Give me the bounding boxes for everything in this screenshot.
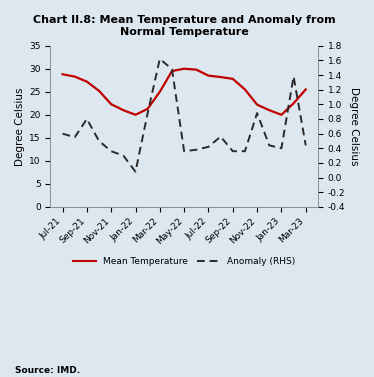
Y-axis label: Degree Celsius: Degree Celsius	[15, 87, 25, 166]
Y-axis label: Degree Celsius: Degree Celsius	[349, 87, 359, 166]
Legend: Mean Temperature, Anomaly (RHS): Mean Temperature, Anomaly (RHS)	[70, 254, 298, 270]
Text: Source: IMD.: Source: IMD.	[15, 366, 80, 375]
Title: Chart II.8: Mean Temperature and Anomaly from
Normal Temperature: Chart II.8: Mean Temperature and Anomaly…	[33, 15, 335, 37]
